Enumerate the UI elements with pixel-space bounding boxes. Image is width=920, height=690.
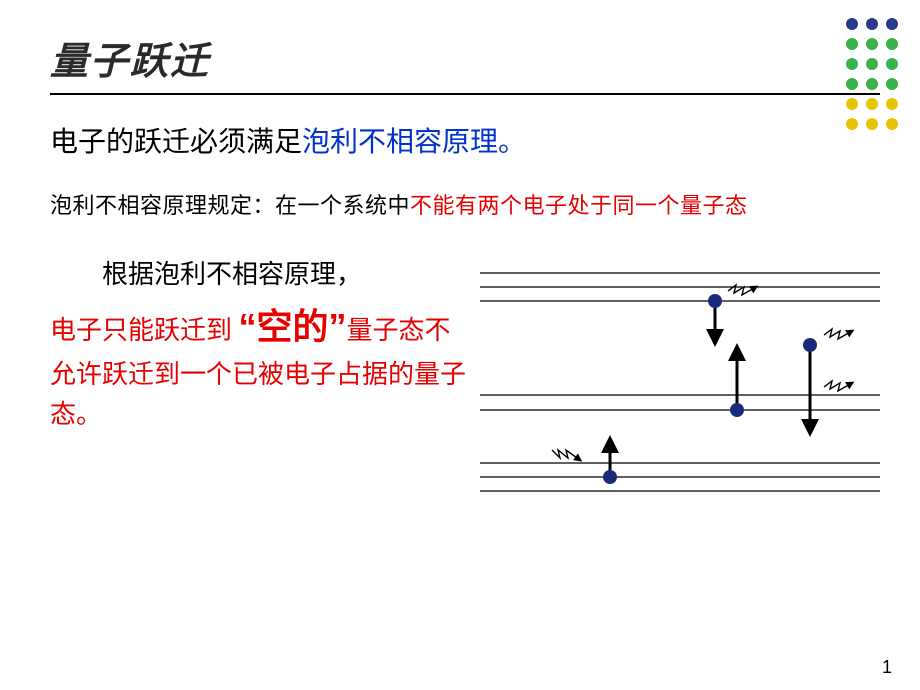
statement-line-1: 电子的跃迁必须满足泡利不相容原理。	[50, 120, 880, 160]
statement-line-2: 泡利不相容原理规定：在一个系统中不能有两个电子处于同一个量子态	[50, 188, 880, 220]
line1-part1: 电子的跃迁必须满足	[50, 127, 302, 158]
slide-title: 量子跃迁	[50, 30, 880, 85]
divider-top	[50, 93, 880, 95]
line1-punct: 。	[498, 127, 526, 158]
line2-part1: 泡利不相容原理规定：在一个系统中	[50, 193, 410, 218]
p4-big: “空的”	[239, 306, 347, 347]
energy-level-diagram	[480, 255, 880, 515]
body-text-p3: 根据泡利不相容原理，	[50, 255, 470, 295]
body-text-p4: 电子只能跃迁到 “空的”量子态不允许跃迁到一个已被电子占据的量子态。	[50, 299, 470, 435]
line2-part2: 不能有两个电子处于同一个量子态	[410, 193, 748, 218]
decorative-dot-grid	[846, 18, 898, 138]
p4-a: 电子只能跃迁到	[50, 316, 239, 345]
line1-part2: 泡利不相容原理	[302, 127, 498, 158]
page-number: 1	[882, 657, 892, 678]
body-text-block: 根据泡利不相容原理， 电子只能跃迁到 “空的”量子态不允许跃迁到一个已被电子占据…	[50, 255, 470, 436]
